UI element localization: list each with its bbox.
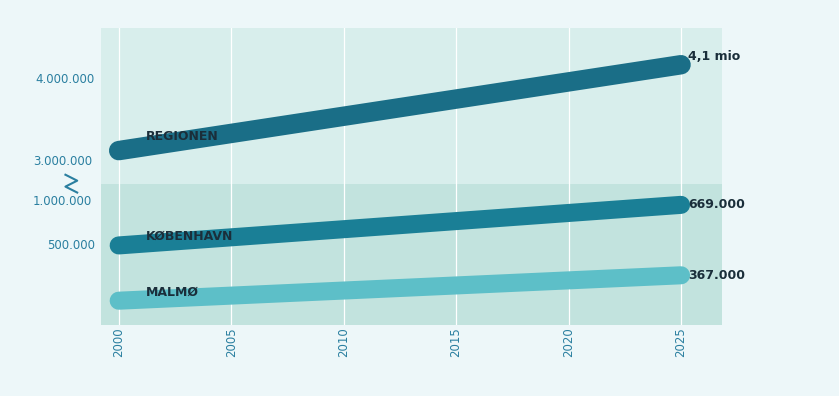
Text: 367.000: 367.000 <box>688 269 745 282</box>
Text: 4,1 mio: 4,1 mio <box>688 50 740 63</box>
Text: KØBENHAVN: KØBENHAVN <box>146 230 233 243</box>
Text: 669.000: 669.000 <box>688 198 745 211</box>
Text: 1.000.000: 1.000.000 <box>33 195 92 208</box>
Text: REGIONEN: REGIONEN <box>146 130 218 143</box>
Text: 3.000.000: 3.000.000 <box>34 155 92 168</box>
Text: MALMØ: MALMØ <box>146 286 199 299</box>
